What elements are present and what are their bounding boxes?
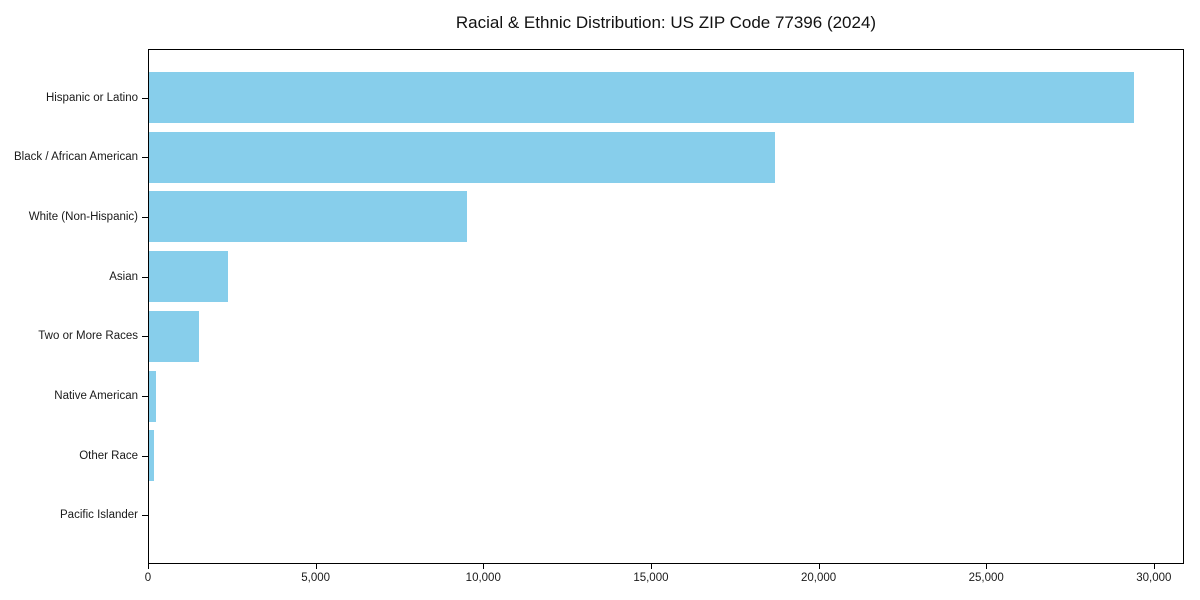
chart-title: Racial & Ethnic Distribution: US ZIP Cod… <box>455 13 877 32</box>
y-axis-label: Other Race <box>79 449 138 462</box>
bar-native-american <box>149 370 156 422</box>
x-axis-tick-label: 30,000 <box>1136 572 1172 584</box>
x-axis-tick-label: 15,000 <box>633 572 669 584</box>
x-axis-tick <box>818 564 820 569</box>
x-axis-tick <box>148 564 149 569</box>
y-axis-tick <box>142 336 148 338</box>
x-axis-tick-label: 10,000 <box>465 572 501 584</box>
y-axis-tick <box>142 216 148 218</box>
x-axis-tick <box>483 564 485 569</box>
x-axis-tick-label: 5,000 <box>301 572 331 584</box>
y-axis-label: Black / African American <box>14 151 138 164</box>
bar-black-african-american <box>149 131 775 183</box>
x-axis-tick-label: 25,000 <box>968 572 1004 584</box>
bar-hispanic-or-latino <box>149 72 1135 124</box>
x-axis-tick <box>986 564 988 569</box>
bar-white-non-hispanic <box>149 191 467 243</box>
y-axis-label: Two or More Races <box>38 330 138 343</box>
bar-other-race <box>149 430 155 482</box>
plot-area <box>148 49 1184 564</box>
y-axis-tick <box>142 396 148 398</box>
x-axis-tick <box>1153 564 1155 569</box>
y-axis-tick <box>142 97 148 99</box>
x-axis-tick <box>315 564 317 569</box>
x-axis-tick-label: 20,000 <box>800 572 837 584</box>
y-axis-tick <box>142 276 148 278</box>
y-axis-tick <box>142 157 148 159</box>
y-axis-label: Native American <box>54 390 138 403</box>
x-axis-tick <box>650 564 652 569</box>
y-axis-tick <box>142 455 148 457</box>
y-axis-label: Pacific Islander <box>60 509 138 522</box>
bar-two-or-more-races <box>149 310 200 362</box>
y-axis-label: White (Non-Hispanic) <box>28 210 138 223</box>
y-axis-label: Hispanic or Latino <box>45 91 138 104</box>
bar-asian <box>149 251 228 303</box>
x-axis-tick-label: 0 <box>144 572 152 584</box>
y-axis-tick <box>142 515 148 517</box>
y-axis-label: Asian <box>109 270 138 283</box>
